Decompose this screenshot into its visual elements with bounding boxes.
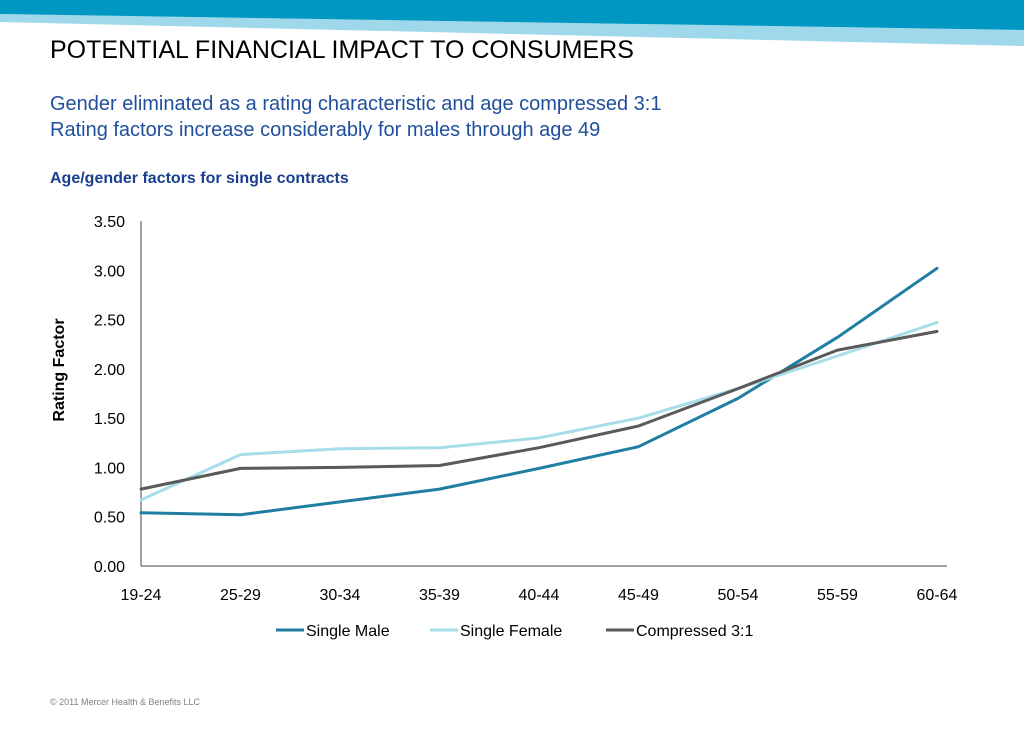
page-title: POTENTIAL FINANCIAL IMPACT TO CONSUMERS	[50, 36, 634, 64]
banner-dark-stripe	[0, 0, 1024, 30]
x-tick-label: 45-49	[618, 587, 659, 604]
banner-light-stripe	[0, 14, 1024, 46]
x-tick-label: 55-59	[817, 587, 858, 604]
y-tick-label: 0.00	[94, 559, 125, 576]
x-tick-label: 50-54	[718, 587, 759, 604]
chart-title: Age/gender factors for single contracts	[50, 170, 349, 187]
line-chart: 0.00 0.50 1.00 1.50 2.00 2.50 3.00 3.50 19-24 25-…	[51, 214, 958, 640]
series-line-1	[139, 266, 939, 517]
series-line-3	[139, 329, 939, 491]
legend-label-2: Single Female	[460, 623, 562, 640]
y-tick-label: 1.50	[94, 411, 125, 428]
copyright-notice: © 2011 Mercer Health & Benefits LLC	[50, 697, 201, 707]
x-tick-label: 30-34	[320, 587, 361, 604]
y-tick-label: 1.00	[94, 460, 125, 477]
x-tick-label: 19-24	[121, 587, 162, 604]
subtitle-line-1: Gender eliminated as a rating characteri…	[50, 93, 662, 115]
y-tick-label: 3.00	[94, 263, 125, 280]
y-tick-label: 0.50	[94, 510, 125, 527]
legend-label-1: Single Male	[306, 623, 390, 640]
y-tick-label: 3.50	[94, 214, 125, 231]
legend-label-3: Compressed 3:1	[636, 623, 753, 640]
x-tick-label: 60-64	[917, 587, 958, 604]
x-tick-label: 35-39	[419, 587, 460, 604]
top-banner	[0, 0, 1024, 46]
y-axis-label: Rating Factor	[51, 318, 68, 421]
series-line-2	[139, 321, 939, 502]
x-tick-label: 40-44	[519, 587, 560, 604]
x-tick-label: 25-29	[220, 587, 261, 604]
subtitle-line-2: Rating factors increase considerably for…	[50, 119, 601, 141]
y-tick-label: 2.00	[94, 362, 125, 379]
y-tick-label: 2.50	[94, 313, 125, 330]
